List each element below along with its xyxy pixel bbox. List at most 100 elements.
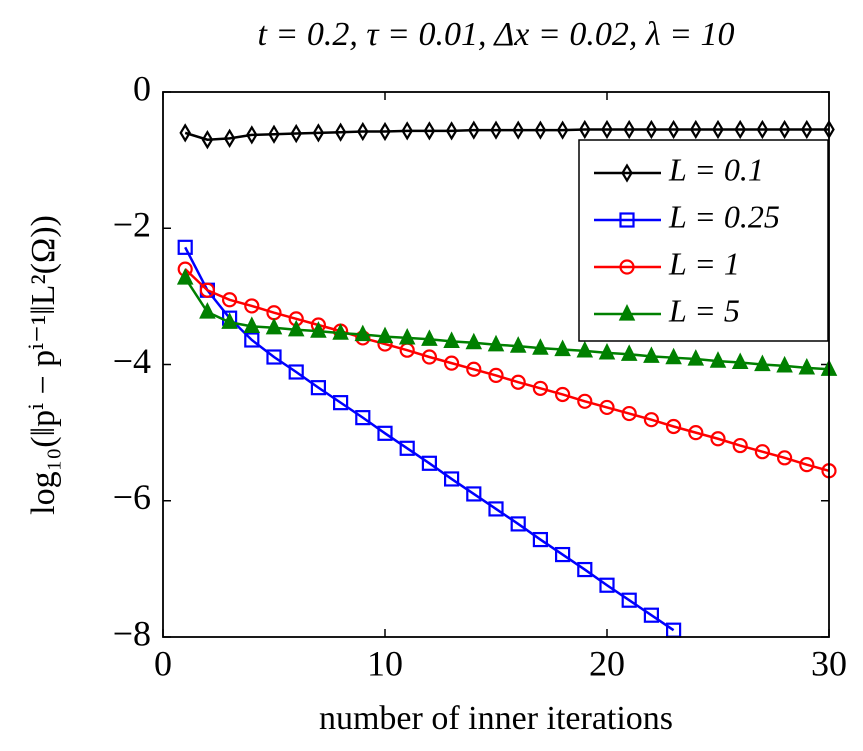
point [510,374,526,390]
point [332,323,349,340]
point [244,332,260,348]
point [509,336,527,353]
legend-marker [618,304,636,321]
point [554,546,571,563]
point [756,119,769,140]
point [776,450,793,466]
legend-label: L = 0.1 [668,151,764,187]
y-tick-label: 0 [133,68,151,108]
point [177,239,193,255]
point [290,123,302,144]
y-tick-label: −6 [113,477,151,517]
point [687,349,705,366]
point [623,119,635,140]
point [357,121,369,142]
point [532,338,549,355]
point [266,349,282,365]
point [577,561,593,578]
x-axis-label: number of inner iterations [319,700,673,737]
point [512,120,524,140]
point [334,122,347,142]
point [510,516,526,532]
point [776,355,793,373]
chart-title: t = 0.2, τ = 0.01, Δx = 0.02, λ = 10 [257,16,734,53]
point [665,418,682,435]
point [710,431,726,447]
point [621,405,637,422]
point [243,316,261,333]
point [778,119,791,140]
point [645,119,658,140]
point [620,344,638,361]
point [554,339,571,357]
point [490,120,502,140]
point [444,355,460,371]
point [667,119,680,140]
point [579,119,591,140]
point [799,457,815,473]
point [731,352,749,370]
point [401,121,413,141]
point [355,410,371,426]
point [466,486,482,502]
x-tick-label: 0 [154,643,172,683]
point [310,380,326,396]
point [754,444,771,460]
legend-marker [621,163,633,183]
point [466,361,482,377]
point [333,395,349,411]
point [712,119,724,140]
point [379,121,391,142]
point [732,437,748,454]
point [421,329,438,346]
point [488,367,504,383]
point [601,119,613,140]
point [444,471,460,487]
point [423,121,436,141]
point [532,531,549,548]
legend: L = 0.1 L = 0.25 L = 1 L = 5 [578,139,829,342]
point [421,455,437,471]
legend-label: L = 0.25 [668,198,780,234]
legend-marker [619,259,635,275]
point [310,321,327,338]
point [377,425,393,441]
point [465,332,483,350]
point [576,340,594,358]
point [556,120,569,140]
point [599,399,615,416]
point [734,119,746,140]
point [754,354,771,372]
plot-frame [162,91,830,638]
point [399,440,415,456]
point [709,351,727,368]
point [643,346,660,363]
x-tick-label: 30 [811,643,847,683]
point [554,386,571,403]
point [376,326,394,344]
x-tick-label: 20 [589,643,625,683]
y-tick-label: −4 [113,341,151,381]
point [445,121,458,141]
point [643,412,660,428]
point [179,123,191,143]
y-tick-label: −8 [113,613,151,653]
point [312,123,325,143]
y-axis-label: log₁₀(‖pⁱ − pⁱ⁻¹‖L²(Ω)) [25,215,62,515]
legend-label: L = 1 [668,245,740,281]
point [690,119,702,140]
point [577,393,593,409]
point [621,592,637,608]
legend-label: L = 5 [668,292,740,328]
point [199,302,216,319]
point [246,125,258,145]
point [223,128,236,148]
series-line [184,268,830,472]
point [487,334,505,352]
point [421,349,437,365]
point [222,292,238,308]
point [221,312,238,329]
point [265,317,283,335]
point [398,327,416,345]
